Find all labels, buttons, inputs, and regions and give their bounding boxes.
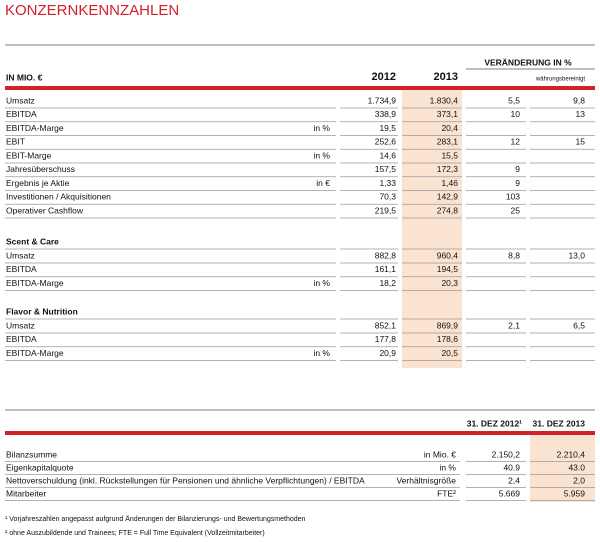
row-label: Umsatz (6, 250, 35, 260)
row-label: EBITDA-Marge (6, 348, 64, 358)
year-header: 2012 (372, 71, 396, 83)
change: 103 (506, 192, 520, 202)
value-2013: 15,5 (441, 150, 458, 160)
change: 9 (515, 164, 520, 174)
value-2012: 852,1 (375, 320, 397, 330)
row-unit: in Mio. € (424, 449, 456, 459)
value-2012: 40.9 (503, 462, 520, 472)
row-label: Investitionen / Akquisitionen (6, 192, 111, 202)
row-label: Jahresüberschuss (6, 164, 75, 174)
value-2012: 157,5 (375, 164, 397, 174)
row-unit: in € (316, 178, 330, 188)
value-2012: 19,5 (379, 123, 396, 133)
value-2012: 18,2 (379, 278, 396, 288)
row-label: EBITDA (6, 264, 37, 274)
row-label: Nettoverschuldung (inkl. Rückstellungen … (6, 475, 365, 485)
value-2012: 70,3 (379, 192, 396, 202)
value-2013: 2,0 (573, 475, 585, 485)
value-2013: 960,4 (437, 250, 459, 260)
change: 12 (511, 137, 521, 147)
value-2013: 869,9 (437, 320, 459, 330)
balance-header: 31. DEZ 2012¹ (467, 418, 522, 428)
row-label: Bilanzsumme (6, 449, 57, 459)
page-title: KONZERNKENNZAHLEN (5, 2, 179, 19)
year-header: 2013 (434, 71, 458, 83)
value-2013: 43.0 (568, 462, 585, 472)
segment-title: Flavor & Nutrition (6, 306, 78, 316)
change-fx: 9,8 (573, 95, 585, 105)
change-fx: 6,5 (573, 320, 585, 330)
value-2013: 20,5 (441, 348, 458, 358)
value-2012: 1,33 (379, 178, 396, 188)
value-2012: 1.734,9 (368, 95, 397, 105)
change-fx: 13 (576, 109, 586, 119)
red-rule (5, 86, 595, 90)
row-label: Eigenkapitalquote (6, 462, 74, 472)
value-2012: 2,4 (508, 475, 520, 485)
row-label: Mitarbeiter (6, 488, 46, 498)
value-2012: 219,5 (375, 205, 397, 215)
footnote: ¹ Vorjahreszahlen angepasst aufgrund Änd… (5, 515, 306, 523)
change-fx: 13,0 (568, 250, 585, 260)
row-label: EBITDA-Marge (6, 278, 64, 288)
row-unit: in % (313, 278, 330, 288)
row-label: EBIT-Marge (6, 150, 52, 160)
value-2013: 1.830,4 (430, 95, 459, 105)
row-label: EBITDA-Marge (6, 123, 64, 133)
row-label: Umsatz (6, 320, 35, 330)
row-unit: in % (313, 348, 330, 358)
value-2012: 177,8 (375, 334, 397, 344)
value-2012: 252,6 (375, 137, 397, 147)
change-fx: 15 (576, 137, 586, 147)
value-2013: 283,1 (437, 137, 459, 147)
value-2013: 274,8 (437, 205, 459, 215)
value-2013: 172,3 (437, 164, 459, 174)
value-2013: 20,4 (441, 123, 458, 133)
change: 9 (515, 178, 520, 188)
change: 8,8 (508, 250, 520, 260)
value-2013: 2.210,4 (557, 449, 586, 459)
change: 10 (511, 109, 521, 119)
value-2012: 882,8 (375, 250, 397, 260)
value-2012: 338,9 (375, 109, 397, 119)
change: 2,1 (508, 320, 520, 330)
row-unit: FTE² (437, 488, 456, 498)
value-2013: 1,46 (441, 178, 458, 188)
red-rule (5, 431, 595, 435)
value-2013: 20,3 (441, 278, 458, 288)
change-fx-header: währungsbereinigt (535, 77, 585, 83)
change: 25 (511, 205, 521, 215)
highlight-2013 (402, 90, 462, 368)
row-label: Operativer Cashflow (6, 205, 84, 215)
segment-title: Scent & Care (6, 236, 59, 246)
balance-header: 31. DEZ 2013 (533, 418, 586, 428)
row-label: EBIT (6, 137, 25, 147)
row-label: EBITDA (6, 334, 37, 344)
value-2013: 194,5 (437, 264, 459, 274)
value-2012: 2.150,2 (492, 449, 521, 459)
highlight-2013-balance (530, 435, 595, 502)
value-2013: 142,9 (437, 192, 459, 202)
row-label: Umsatz (6, 95, 35, 105)
footnote: ² ohne Auszubildende und Trainees; FTE =… (5, 530, 265, 537)
unit-header: IN MIO. € (6, 72, 43, 82)
row-unit: in % (313, 123, 330, 133)
value-2012: 20,9 (379, 348, 396, 358)
change-header: VERÄNDERUNG IN % (484, 57, 572, 67)
value-2013: 178,6 (437, 334, 459, 344)
row-unit: in % (439, 462, 456, 472)
row-unit: Verhältnisgröße (396, 475, 456, 485)
change: 5,5 (508, 95, 520, 105)
row-unit: in % (313, 150, 330, 160)
value-2012: 14,6 (379, 150, 396, 160)
value-2012: 161,1 (375, 264, 397, 274)
row-label: EBITDA (6, 109, 37, 119)
value-2013: 373,1 (437, 109, 459, 119)
row-label: Ergebnis je Aktie (6, 178, 70, 188)
value-2012: 5.669 (499, 488, 521, 498)
value-2013: 5.959 (564, 488, 586, 498)
